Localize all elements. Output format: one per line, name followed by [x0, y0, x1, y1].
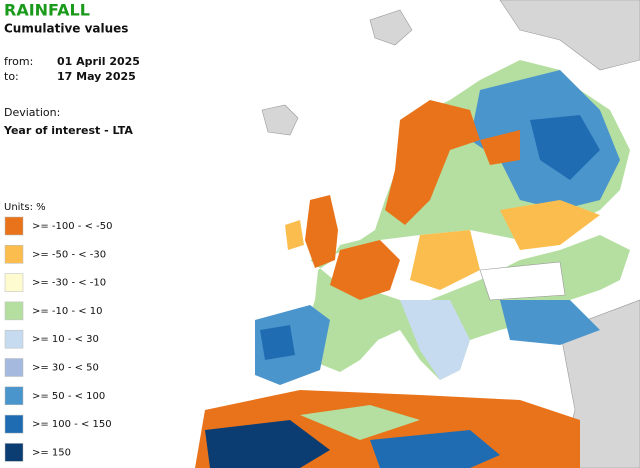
land-patch	[330, 240, 400, 300]
to-label: to:	[4, 70, 19, 83]
legend-swatch	[4, 386, 24, 406]
from-label: from:	[4, 55, 33, 68]
land-patch	[500, 200, 600, 250]
to-date: 17 May 2025	[57, 70, 136, 83]
legend-label: >= -50 - < -30	[32, 249, 106, 260]
legend-swatch	[4, 273, 24, 292]
land-patch	[410, 230, 480, 290]
legend-swatch	[4, 358, 24, 377]
legend-label: >= 100 - < 150	[32, 419, 112, 430]
legend-label: >= 10 - < 30	[32, 334, 99, 345]
legend-label: >= -30 - < -10	[32, 278, 106, 289]
legend-label: >= 50 - < 100	[32, 391, 105, 402]
land-patch	[300, 405, 420, 440]
land-outside	[261, 104, 299, 136]
legend-swatch	[4, 216, 24, 236]
legend-label: >= 150	[32, 447, 71, 458]
land-anatolia	[500, 300, 600, 345]
legend-swatch	[4, 301, 24, 321]
subtitle: Cumulative values	[4, 22, 128, 36]
land-ireland	[285, 220, 304, 250]
legend-swatch	[4, 414, 24, 434]
title: RAINFALL	[4, 1, 90, 20]
deviation-value: Year of interest - LTA	[3, 124, 133, 137]
legend-label: >= -10 - < 10	[32, 306, 103, 317]
land-outside	[369, 9, 413, 46]
deviation-label: Deviation:	[4, 106, 60, 119]
legend: >= -100 - < -50 >= -50 - < -30 >= -30 - < …	[4, 216, 113, 462]
land-patch	[370, 430, 500, 468]
land-outside	[499, 0, 640, 71]
land-patch	[530, 115, 600, 180]
land-patch	[205, 420, 330, 468]
legend-label: >= 30 - < 50	[32, 363, 99, 374]
land-patch	[260, 325, 295, 360]
black-sea	[479, 261, 566, 301]
legend-title: Units: %	[4, 202, 46, 213]
legend-swatch	[4, 245, 24, 264]
map	[160, 0, 640, 468]
legend-swatch	[4, 443, 24, 462]
land-patch	[385, 100, 480, 225]
land-patch	[400, 300, 470, 380]
land-patch	[480, 130, 520, 165]
land-britain	[305, 195, 338, 268]
from-date: 01 April 2025	[57, 55, 140, 68]
legend-swatch	[4, 329, 24, 349]
legend-label: >= -100 - < -50	[32, 221, 113, 232]
